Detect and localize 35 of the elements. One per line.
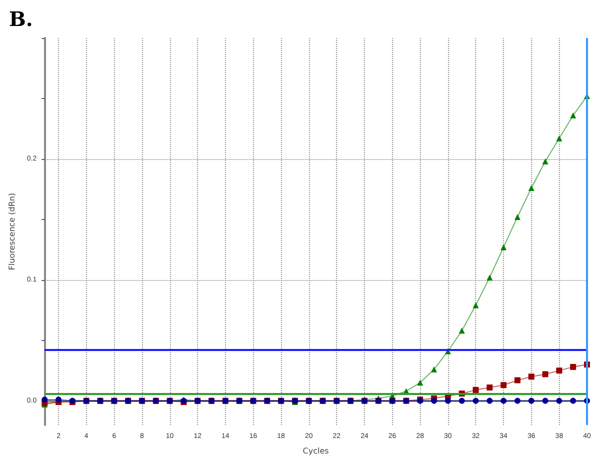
point [542,158,548,164]
point [56,396,62,403]
point [486,398,493,404]
point [514,377,520,384]
point [486,384,493,391]
point [570,364,576,370]
point [528,398,534,404]
point [42,396,48,403]
point [458,398,465,404]
point [570,112,576,118]
point [472,398,479,404]
point [528,184,534,191]
point [472,386,479,393]
point [556,398,562,404]
point [417,380,424,386]
point [556,368,562,374]
point [514,214,520,220]
point [500,398,507,404]
point [500,382,507,388]
point [570,398,576,404]
point [444,398,451,404]
y-axis-title: Fluorescence (dRn) [8,192,16,270]
point [542,371,548,378]
point [431,366,438,372]
point [556,135,562,142]
chart-title: B. [9,7,33,31]
point [486,274,493,280]
point [472,302,479,308]
point [431,398,438,404]
point [500,244,507,250]
point [458,328,465,334]
x-axis-title: Cycles [302,446,329,456]
point [514,398,520,404]
point [542,398,548,404]
point [528,374,534,380]
